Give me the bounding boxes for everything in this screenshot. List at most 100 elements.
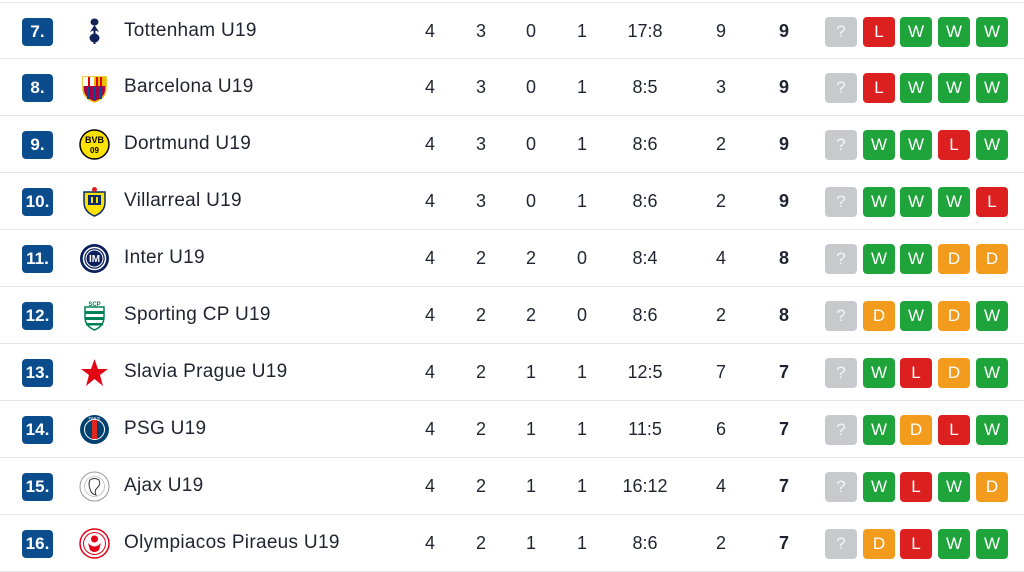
form-upcoming-badge[interactable]: ?: [825, 529, 857, 559]
form-upcoming-badge[interactable]: ?: [825, 17, 857, 47]
form-result-badge[interactable]: D: [863, 301, 895, 331]
table-row[interactable]: 12. SCP Sporting CP U19 4 2 2 0 8:6 2 8? D W D W: [0, 287, 1024, 344]
form-result-badge[interactable]: W: [863, 415, 895, 445]
form-result-badge[interactable]: D: [938, 358, 970, 388]
team-name-link[interactable]: Dortmund U19: [124, 133, 252, 154]
table-row[interactable]: 9. BVB 09 Dortmund U19 4 3 0 1 8:6 2 9? W W L W: [0, 116, 1024, 173]
points-cell: 7: [778, 362, 789, 382]
team-logo-icon: [79, 528, 110, 559]
goal-difference-cell: 7: [715, 362, 726, 382]
matches-played-cell: 4: [424, 248, 435, 268]
goal-difference-cell: 2: [715, 134, 726, 154]
rank-badge: 13.: [22, 359, 53, 387]
team-name-link[interactable]: Tottenham U19: [124, 20, 257, 41]
form-upcoming-badge[interactable]: ?: [825, 301, 857, 331]
svg-text:PARIS: PARIS: [89, 416, 101, 421]
form-result-badge[interactable]: W: [938, 17, 970, 47]
form-upcoming-badge[interactable]: ?: [825, 130, 857, 160]
form-result-badge[interactable]: W: [900, 130, 932, 160]
form-result-badge[interactable]: W: [863, 472, 895, 502]
form-upcoming-badge[interactable]: ?: [825, 244, 857, 274]
form-upcoming-badge[interactable]: ?: [825, 472, 857, 502]
rank-badge: 15.: [22, 473, 53, 501]
matches-played-cell: 4: [424, 476, 435, 496]
form-result-badge[interactable]: W: [900, 301, 932, 331]
team-name-link[interactable]: Ajax U19: [124, 475, 204, 496]
goals-cell: 17:8: [627, 21, 663, 41]
form-result-badge[interactable]: L: [863, 73, 895, 103]
team-name-link[interactable]: Slavia Prague U19: [124, 361, 288, 382]
form-result-badge[interactable]: W: [863, 244, 895, 274]
form-result-badge[interactable]: W: [938, 529, 970, 559]
form-result-badge[interactable]: L: [976, 187, 1008, 217]
wins-cell: 3: [475, 134, 486, 154]
table-row[interactable]: 15. Ajax U19 4 2 1 1 16:12 4 7? W L W D: [0, 458, 1024, 515]
form-result-badge[interactable]: W: [976, 529, 1008, 559]
form-result-badge[interactable]: W: [863, 187, 895, 217]
form-upcoming-badge[interactable]: ?: [825, 415, 857, 445]
table-row[interactable]: 16. Olympiacos Piraeus U19 4 2 1 1 8:6 2 7? D L W W: [0, 515, 1024, 572]
wins-cell: 2: [475, 476, 486, 496]
form-result-badge[interactable]: D: [863, 529, 895, 559]
form-result-badge[interactable]: L: [900, 358, 932, 388]
matches-played-cell: 4: [424, 191, 435, 211]
team-name-link[interactable]: PSG U19: [124, 418, 207, 439]
team-logo-icon: IM: [79, 243, 110, 274]
goal-difference-cell: 2: [715, 191, 726, 211]
form-result-badge[interactable]: W: [938, 73, 970, 103]
team-name-link[interactable]: Sporting CP U19: [124, 304, 271, 325]
table-row[interactable]: 13. Slavia Prague U19 4 2 1 1 12:5 7 7? W L D W: [0, 344, 1024, 401]
losses-cell: 1: [576, 533, 587, 553]
form-result-badge[interactable]: W: [863, 358, 895, 388]
team-name-link[interactable]: Barcelona U19: [124, 76, 254, 97]
form-result-badge[interactable]: W: [863, 130, 895, 160]
table-row[interactable]: 10. Villarreal U19 4 3 0 1 8:6 2 9? W W W L: [0, 173, 1024, 230]
table-row[interactable]: 11. IM Inter U19 4 2 2 0 8:4 4 8? W W D D: [0, 230, 1024, 287]
form-result-badge[interactable]: W: [900, 73, 932, 103]
table-row[interactable]: 7. Tottenham U19 4 3 0 1 17:8 9 9? L W W W: [0, 2, 1024, 59]
form-result-badge[interactable]: D: [938, 301, 970, 331]
table-row[interactable]: 14. PARIS PSG U19 4 2 1 1 11:5 6 7? W D L W: [0, 401, 1024, 458]
team-name-link[interactable]: Villarreal U19: [124, 190, 242, 211]
draws-cell: 0: [525, 21, 536, 41]
form-result-badge[interactable]: W: [976, 358, 1008, 388]
form-result-badge[interactable]: W: [976, 130, 1008, 160]
wins-cell: 2: [475, 419, 486, 439]
form-result-badge[interactable]: D: [900, 415, 932, 445]
form-result-badge[interactable]: L: [900, 472, 932, 502]
form-result-badge[interactable]: L: [938, 415, 970, 445]
team-name-link[interactable]: Inter U19: [124, 247, 205, 268]
svg-text:SCP: SCP: [88, 302, 100, 308]
team-name-link[interactable]: Olympiacos Piraeus U19: [124, 532, 340, 553]
form-upcoming-badge[interactable]: ?: [825, 358, 857, 388]
rank-badge: 14.: [22, 416, 53, 444]
form-result-badge[interactable]: D: [976, 244, 1008, 274]
form-result-badge[interactable]: W: [976, 17, 1008, 47]
form-upcoming-badge[interactable]: ?: [825, 73, 857, 103]
form-result-badge[interactable]: W: [900, 17, 932, 47]
rank-badge: 9.: [22, 131, 53, 159]
form-result-badge[interactable]: W: [938, 472, 970, 502]
form-result-badge[interactable]: W: [976, 73, 1008, 103]
matches-played-cell: 4: [424, 21, 435, 41]
goals-cell: 16:12: [622, 476, 668, 496]
form-result-badge[interactable]: W: [976, 301, 1008, 331]
form-result-badge[interactable]: W: [900, 187, 932, 217]
losses-cell: 1: [576, 134, 587, 154]
points-cell: 9: [778, 134, 789, 154]
form-result-badge[interactable]: W: [938, 187, 970, 217]
form-result-badge[interactable]: L: [863, 17, 895, 47]
points-cell: 8: [778, 248, 789, 268]
form-upcoming-badge[interactable]: ?: [825, 187, 857, 217]
form-result-badge[interactable]: L: [938, 130, 970, 160]
table-row[interactable]: 8. Barcelona U19 4 3 0 1 8:5 3 9? L W W W: [0, 59, 1024, 116]
form-result-badge[interactable]: W: [976, 415, 1008, 445]
form-result-badge[interactable]: D: [938, 244, 970, 274]
sporting-logo-icon: SCP: [84, 302, 105, 331]
draws-cell: 0: [525, 134, 536, 154]
points-cell: 7: [778, 476, 789, 496]
form-result-badge[interactable]: L: [900, 529, 932, 559]
form-result-badge[interactable]: D: [976, 472, 1008, 502]
form-result-badge[interactable]: W: [900, 244, 932, 274]
svg-text:09: 09: [90, 146, 99, 155]
